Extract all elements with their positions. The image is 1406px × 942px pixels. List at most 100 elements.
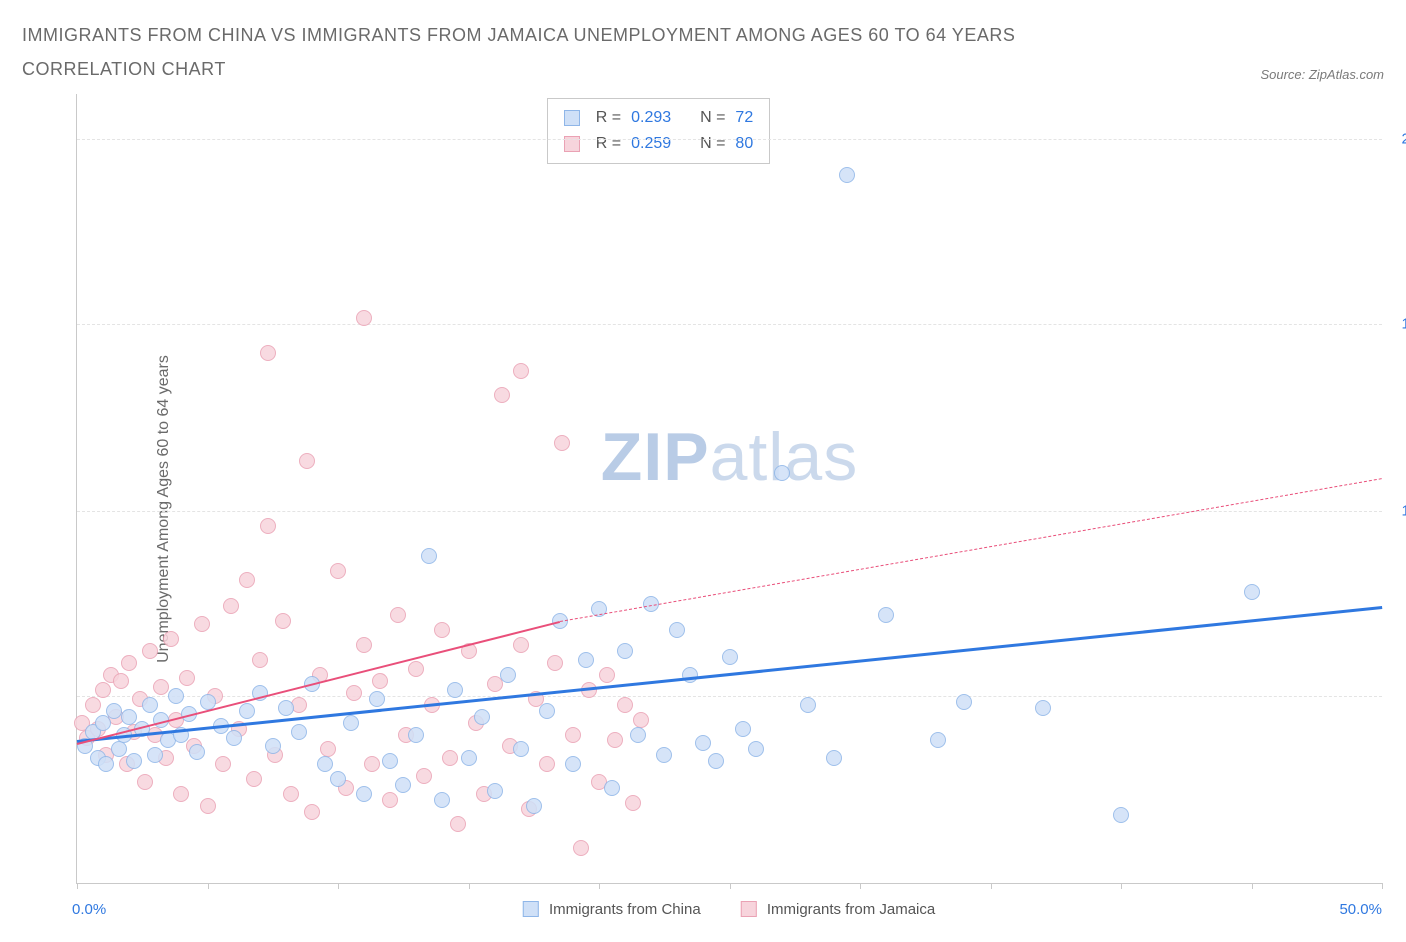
data-point [168,688,184,704]
data-point [330,563,346,579]
n-value: 72 [735,105,753,131]
legend-item-china: Immigrants from China [523,901,701,918]
x-tick [208,883,209,889]
data-point [265,738,281,754]
y-tick-label: 18.8% [1389,315,1406,332]
data-point [617,697,633,713]
data-point [346,685,362,701]
data-point [800,697,816,713]
data-point [565,756,581,772]
x-min-label: 0.0% [72,901,106,918]
data-point [434,792,450,808]
data-point [625,795,641,811]
data-point [748,741,764,757]
data-point [304,804,320,820]
data-point [372,673,388,689]
data-point [364,756,380,772]
x-tick [991,883,992,889]
data-point [735,721,751,737]
data-point [573,840,589,856]
data-point [153,679,169,695]
swatch-icon [564,110,580,126]
data-point [695,735,711,751]
data-point [395,777,411,793]
data-point [416,768,432,784]
data-point [215,756,231,772]
data-point [513,637,529,653]
legend-item-jamaica: Immigrants from Jamaica [741,901,936,918]
data-point [252,652,268,668]
x-tick [1252,883,1253,889]
data-point [956,694,972,710]
data-point [260,518,276,534]
data-point [106,703,122,719]
x-tick [469,883,470,889]
data-point [382,753,398,769]
legend-label: Immigrants from Jamaica [767,901,935,918]
y-tick-label: 6.3% [1389,687,1406,704]
data-point [617,643,633,659]
data-point [223,598,239,614]
data-point [461,750,477,766]
data-point [450,816,466,832]
trend-line [77,606,1382,743]
data-point [408,661,424,677]
data-point [474,709,490,725]
swatch-icon [741,901,757,917]
scatter-chart: Unemployment Among Ages 60 to 64 years Z… [22,94,1382,924]
data-point [126,753,142,769]
data-point [839,167,855,183]
data-point [578,652,594,668]
data-point [826,750,842,766]
x-tick [599,883,600,889]
data-point [121,709,137,725]
data-point [194,616,210,632]
data-point [447,682,463,698]
gridline [77,139,1382,140]
x-max-label: 50.0% [1339,901,1382,918]
data-point [1113,807,1129,823]
data-point [565,727,581,743]
data-point [554,435,570,451]
data-point [930,732,946,748]
data-point [1244,584,1260,600]
data-point [85,697,101,713]
data-point [878,607,894,623]
data-point [356,637,372,653]
y-tick-label: 25.0% [1389,131,1406,148]
data-point [113,673,129,689]
data-point [330,771,346,787]
plot-area: ZIPatlas R = 0.293 N = 72 R = 0.259 N = … [76,94,1382,884]
data-point [239,572,255,588]
stats-row-jamaica: R = 0.259 N = 80 [564,131,753,157]
trend-line [560,478,1382,622]
data-point [98,756,114,772]
legend-label: Immigrants from China [549,901,701,918]
data-point [539,703,555,719]
data-point [189,744,205,760]
data-point [142,643,158,659]
data-point [278,700,294,716]
data-point [275,613,291,629]
data-point [369,691,385,707]
data-point [95,682,111,698]
stats-legend-box: R = 0.293 N = 72 R = 0.259 N = 80 [547,98,770,163]
n-value: 80 [735,131,753,157]
data-point [147,747,163,763]
y-tick-label: 12.5% [1389,503,1406,520]
data-point [487,783,503,799]
data-point [137,774,153,790]
gridline [77,324,1382,325]
x-tick [338,883,339,889]
data-point [494,387,510,403]
data-point [320,741,336,757]
data-point [356,310,372,326]
data-point [200,798,216,814]
data-point [1035,700,1051,716]
x-tick [1382,883,1383,889]
data-point [239,703,255,719]
source-attribution: Source: ZipAtlas.com [1260,67,1384,86]
x-axis-row: 0.0% Immigrants from China Immigrants fr… [76,894,1382,924]
data-point [421,548,437,564]
data-point [179,670,195,686]
